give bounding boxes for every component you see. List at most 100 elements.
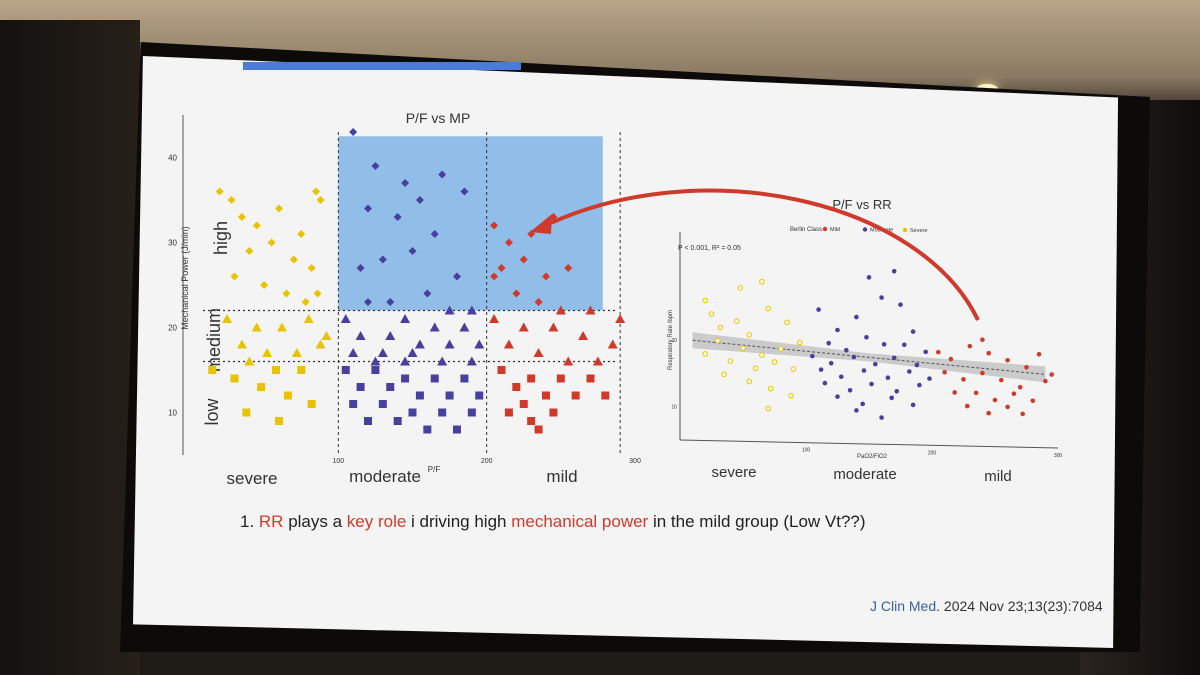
chart1-point-moderate xyxy=(385,331,396,340)
chart1-y-tick-label: 10 xyxy=(168,409,177,418)
caption-text-2: i driving high xyxy=(406,512,512,531)
chart1-point-severe xyxy=(275,204,283,213)
curved-arrow-head xyxy=(530,214,552,234)
chart1-x-tick-label: 100 xyxy=(332,458,344,465)
chart2-point-mild xyxy=(999,377,1004,383)
chart1-threshold-lines xyxy=(203,132,621,455)
chart2-point-moderate xyxy=(844,347,849,353)
chart2-point-mild xyxy=(967,343,973,349)
chart1-group-label-severe: severe xyxy=(226,469,277,488)
chart2-point-moderate xyxy=(838,374,844,380)
chart2-x-axis xyxy=(679,439,1059,449)
chart2-trend-line xyxy=(692,339,1046,375)
chart2-group-label-mild: mild xyxy=(984,468,1012,485)
chart1-group-label-mild: mild xyxy=(546,467,577,486)
chart1-point-moderate xyxy=(364,417,372,425)
chart2-point-severe xyxy=(733,318,740,325)
chart1-y-ticks: 10 20 30 40 xyxy=(168,154,177,418)
chart1-point-moderate xyxy=(408,247,417,255)
left-curtain xyxy=(0,20,140,675)
chart1-point-moderate xyxy=(400,314,411,323)
chart2-group-label-severe: severe xyxy=(711,464,756,481)
chart1-point-moderate xyxy=(437,356,448,366)
chart2-point-moderate xyxy=(816,307,821,312)
chart2-point-severe xyxy=(727,358,734,364)
chart1-point-mild xyxy=(601,391,610,400)
chart1-point-mild xyxy=(534,298,543,306)
chart1-point-severe xyxy=(297,230,306,238)
chart1-point-mild xyxy=(533,348,544,357)
chart2-point-moderate xyxy=(835,327,840,333)
chart1-point-severe xyxy=(257,383,266,391)
chart1-point-mild xyxy=(497,366,506,374)
chart2-legend-label: Mild xyxy=(830,227,840,233)
chart1-point-moderate xyxy=(407,348,418,357)
chart2-y-tick-label: 10 xyxy=(671,405,677,411)
chart2-point-severe xyxy=(752,365,759,372)
chart2-point-severe xyxy=(737,285,744,291)
chart1-point-moderate xyxy=(445,391,454,400)
chart1-point-severe xyxy=(283,391,292,400)
chart1-point-moderate xyxy=(466,305,477,315)
chart2-point-severe xyxy=(778,346,784,352)
chart2-x-axis-label: PaO2/FiO2 xyxy=(857,454,888,460)
chart2-point-mild xyxy=(1049,372,1054,377)
chart1-point-moderate xyxy=(430,374,439,383)
chart1-point-severe xyxy=(227,196,236,204)
chart2-point-severe xyxy=(702,297,709,304)
chart1-point-moderate xyxy=(460,374,469,383)
chart1-point-moderate xyxy=(378,400,387,408)
chart1-point-mild xyxy=(490,272,499,281)
chart1-point-severe xyxy=(307,400,316,408)
chart2-point-moderate xyxy=(818,367,824,372)
chart2-point-moderate xyxy=(910,402,916,408)
chart1-point-moderate xyxy=(401,179,410,187)
chart2-y-tick-label: 20 xyxy=(671,338,677,344)
chart2-point-moderate xyxy=(894,388,900,394)
chart1-point-severe xyxy=(244,356,255,366)
chart1-point-moderate xyxy=(364,298,372,306)
chart1-point-severe xyxy=(316,196,325,204)
chart1-point-moderate xyxy=(429,322,440,332)
chart2-point-severe xyxy=(765,305,772,312)
chart1-point-moderate xyxy=(444,305,455,315)
chart1-point-moderate xyxy=(340,314,351,323)
chart2-point-severe xyxy=(784,319,790,326)
chart1-y-axis-label: Mechanical Power (J/min) xyxy=(180,226,190,330)
chart2-point-mild xyxy=(1036,351,1042,357)
chart2-point-severe xyxy=(702,351,709,357)
chart2-point-moderate xyxy=(927,376,932,381)
chart1-point-moderate xyxy=(474,339,485,349)
chart2-annotation: P < 0.001, R² = 0.05 xyxy=(678,245,741,252)
chart2-point-moderate xyxy=(873,361,878,367)
chart2-point-moderate xyxy=(864,334,869,340)
chart1-point-moderate xyxy=(408,408,417,417)
chart1-point-severe xyxy=(236,339,247,349)
chart1-point-mild xyxy=(542,391,550,400)
chart1-point-mild xyxy=(504,408,513,417)
chart1-point-moderate xyxy=(438,170,447,179)
chart2-point-moderate xyxy=(879,295,884,300)
chart1-point-moderate xyxy=(371,162,380,170)
chart1-point-moderate xyxy=(378,255,387,264)
chart1-point-moderate xyxy=(348,348,359,357)
chart2-point-moderate xyxy=(891,268,897,274)
caption-highlight-key-role: key role xyxy=(346,512,407,531)
chart1-point-severe xyxy=(252,221,261,230)
chart2-title: P/F vs RR xyxy=(832,197,891,212)
chart2-point-mild xyxy=(936,349,941,355)
chart1-x-axis-label: P/F xyxy=(428,465,441,474)
citation-journal: J Clin Med xyxy=(870,598,937,614)
chart1-point-moderate xyxy=(414,339,425,349)
citation-reference: 2024 Nov 23;13(23):7084 xyxy=(940,598,1103,614)
chart1-point-moderate xyxy=(453,272,461,281)
chart2-point-moderate xyxy=(854,314,859,320)
chart1-point-severe xyxy=(222,314,233,323)
chart1-point-moderate xyxy=(370,356,381,366)
chart1-point-mild xyxy=(548,322,559,332)
caption-text-3: in the mild group (Low Vt??) xyxy=(648,512,866,531)
citation: J Clin Med. 2024 Nov 23;13(23):7084 xyxy=(870,598,1103,614)
zone-label-low: low xyxy=(202,397,222,425)
chart2-point-severe xyxy=(721,371,727,378)
chart-pf-vs-mp: P/F vs MP Mechanical Power (J/min) 10 20 3… xyxy=(168,110,641,488)
